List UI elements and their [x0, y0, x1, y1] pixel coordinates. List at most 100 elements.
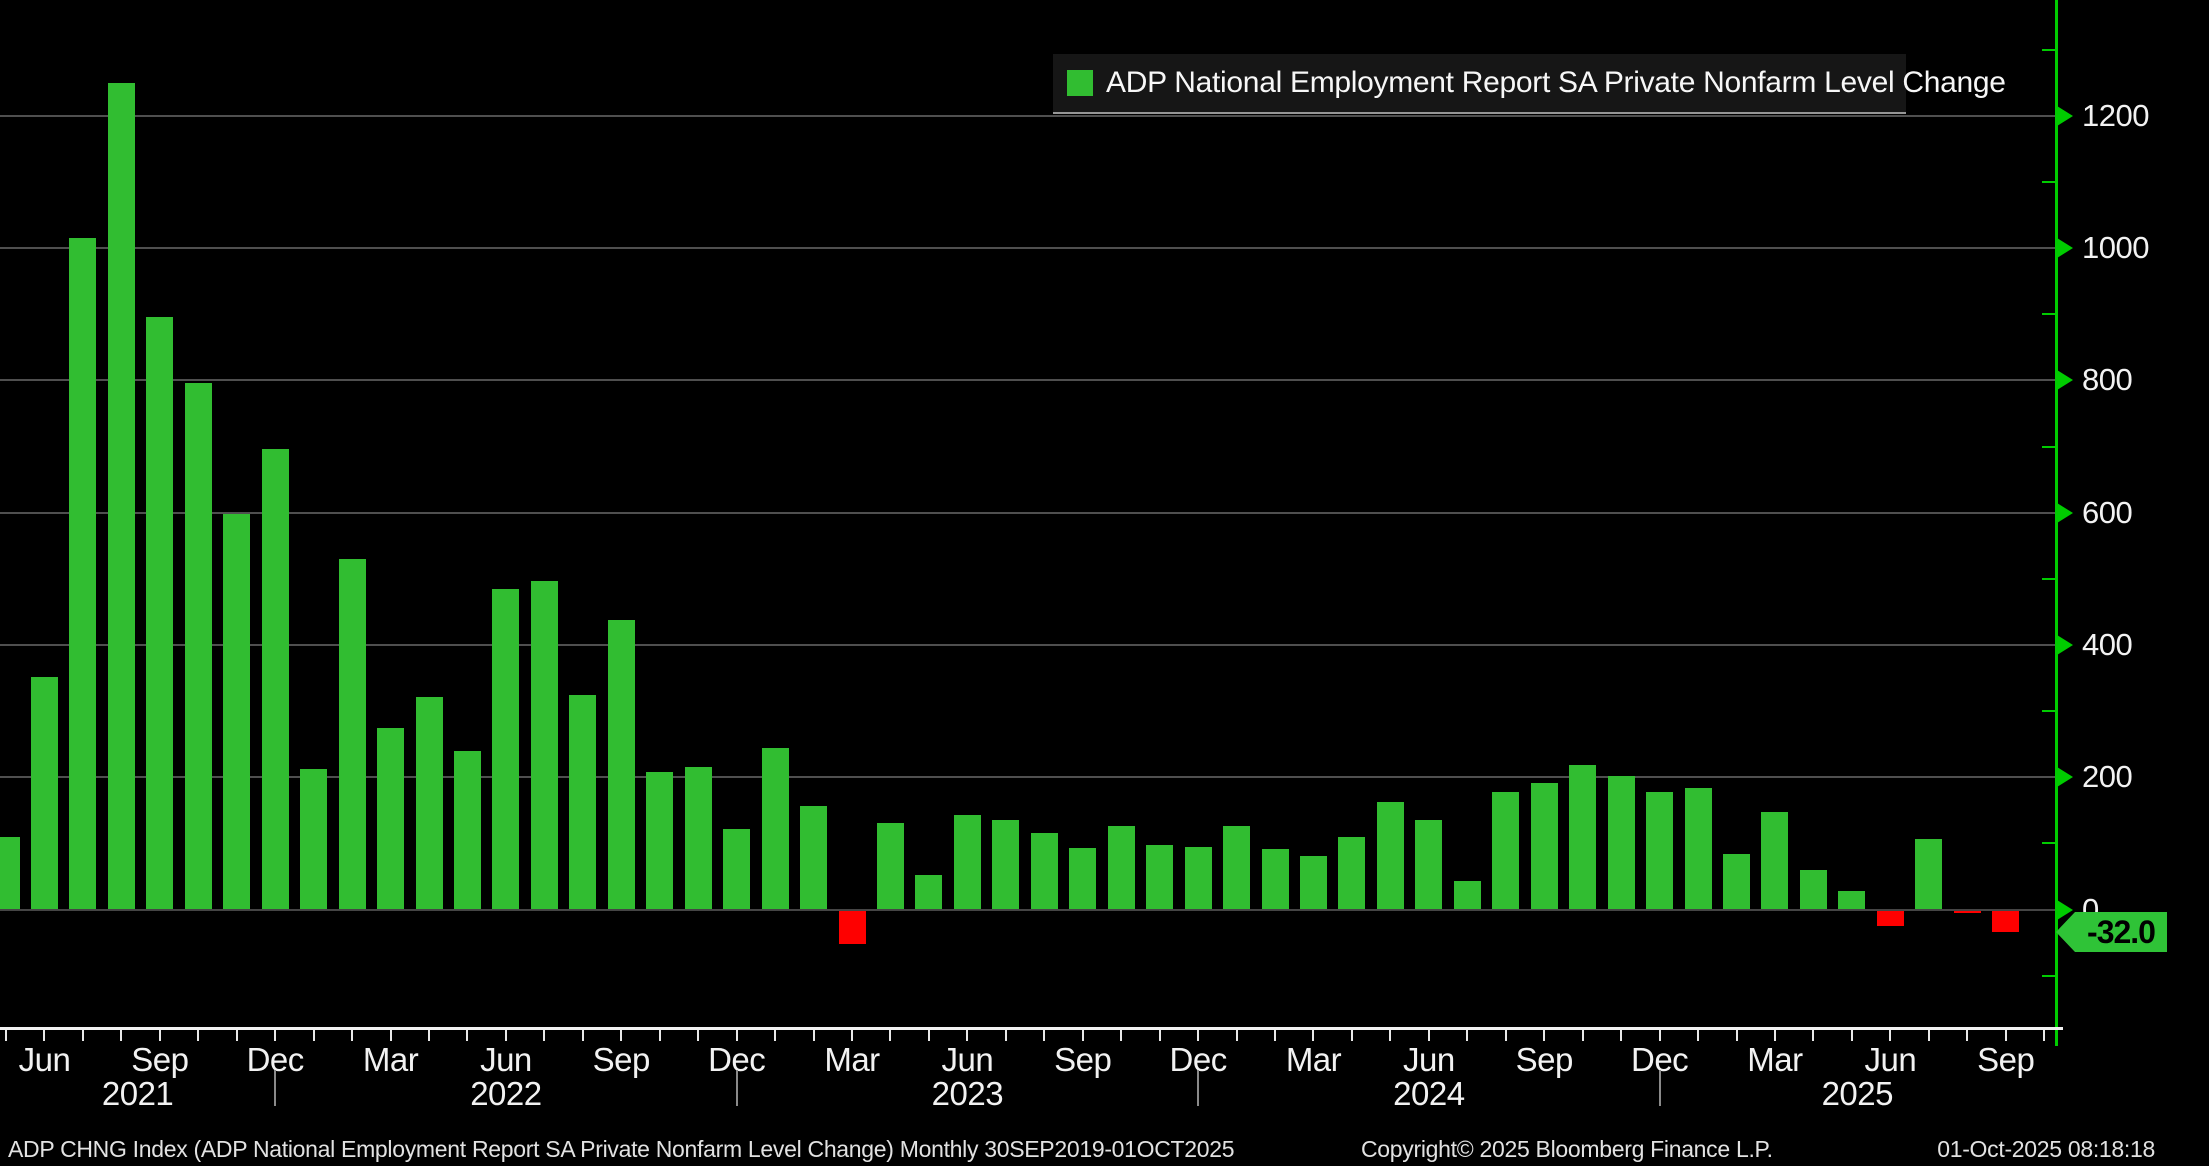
footer-timestamp: 01-Oct-2025 08:18:18	[1937, 1136, 2155, 1162]
x-axis-tick	[1235, 1030, 1238, 1041]
bar-Aug-2023	[1030, 832, 1058, 910]
gridline	[0, 776, 2055, 779]
x-axis-year-label: 2023	[931, 1075, 1004, 1112]
bar-May-2022	[453, 751, 481, 910]
chart-legend[interactable]: ADP National Employment Report SA Privat…	[1053, 54, 2006, 114]
bar-Dec-2023	[1184, 846, 1212, 910]
bar-Sep-2022	[607, 620, 635, 910]
gridline	[0, 643, 2055, 646]
bar-Jun-2025	[1876, 910, 1904, 926]
footer-copyright: Copyright© 2025 Bloomberg Finance L.P.	[1361, 1136, 1773, 1162]
x-axis-tick	[1581, 1030, 1584, 1041]
bar-Nov-2024	[1607, 775, 1635, 910]
x-axis-tick	[2004, 1030, 2007, 1041]
x-axis-month-label: Jun	[18, 1041, 71, 1078]
bar-Feb-2025	[1723, 853, 1750, 910]
y-axis-minor-tick	[2042, 710, 2055, 713]
bar-Sep-2024	[1530, 782, 1558, 910]
bar-Jun-2021	[30, 676, 58, 910]
last-value-text: -32.0	[2075, 912, 2167, 952]
y-axis-minor-tick	[2042, 313, 2055, 316]
x-axis-month-label: Mar	[824, 1041, 880, 1078]
x-axis-tick	[1658, 1030, 1661, 1041]
bar-Apr-2024	[1338, 836, 1366, 910]
x-axis-tick	[927, 1030, 930, 1041]
x-axis-tick	[1389, 1030, 1392, 1041]
bar-Jun-2023	[953, 814, 981, 910]
x-axis-month-label: Jun	[480, 1041, 532, 1078]
year-divider-line	[274, 1070, 277, 1106]
bar-Jan-2023	[761, 748, 789, 910]
year-divider-line	[1658, 1070, 1661, 1106]
bar-Nov-2021	[223, 513, 251, 910]
y-axis-minor-tick	[2042, 577, 2055, 580]
x-axis-tick	[1350, 1030, 1353, 1041]
gridline	[0, 511, 2055, 514]
x-axis-month-label: Mar	[1285, 1041, 1342, 1078]
x-axis-tick	[1889, 1030, 1892, 1041]
bar-Mar-2025	[1761, 812, 1789, 910]
bar-Sep-2023	[1069, 847, 1097, 910]
bar-Jul-2022	[530, 580, 558, 910]
x-axis-month-label: Mar	[1747, 1041, 1803, 1078]
x-axis-month-label: Mar	[362, 1041, 419, 1078]
x-axis-line	[0, 1027, 2063, 1030]
x-axis-tick	[658, 1030, 661, 1041]
footer-index-description: ADP CHNG Index (ADP National Employment …	[8, 1136, 1235, 1162]
x-axis-tick	[312, 1030, 315, 1041]
x-axis-tick	[889, 1030, 892, 1041]
x-axis-tick	[1427, 1030, 1430, 1041]
bar-Aug-2022	[569, 695, 597, 910]
y-axis-minor-tick	[2042, 974, 2055, 977]
legend-label: ADP National Employment Report SA Privat…	[1106, 66, 2006, 99]
x-axis-tick	[543, 1030, 546, 1041]
bar-May-2023	[915, 875, 943, 910]
bar-Dec-2021	[261, 449, 289, 910]
y-axis-label: 400	[2082, 626, 2133, 662]
x-axis-month-label: Jun	[1864, 1041, 1917, 1078]
bar-Oct-2022	[646, 771, 674, 910]
bar-Apr-2022	[415, 696, 443, 910]
y-axis-label: 1000	[2082, 230, 2149, 266]
x-axis-tick	[620, 1030, 623, 1041]
x-axis-tick	[1504, 1030, 1507, 1041]
x-axis-tick	[504, 1030, 507, 1041]
legend-swatch-icon	[1067, 70, 1093, 96]
y-axis-tick-arrow-icon	[2057, 767, 2073, 788]
bar-May-2024	[1376, 801, 1404, 910]
bar-Nov-2023	[1146, 845, 1174, 910]
x-axis-tick	[1850, 1030, 1853, 1041]
bar-Jan-2024	[1223, 825, 1251, 910]
x-axis-month-label: Sep	[1054, 1041, 1112, 1078]
x-axis-tick	[197, 1030, 200, 1041]
bar-Jan-2022	[300, 768, 328, 910]
bar-Jul-2025	[1915, 839, 1943, 910]
x-axis-tick	[1004, 1030, 1007, 1041]
x-axis-tick	[1081, 1030, 1084, 1041]
bar-Oct-2023	[1107, 826, 1135, 910]
y-axis-tick-arrow-icon	[2057, 502, 2073, 523]
x-axis-tick	[966, 1030, 969, 1041]
x-axis-tick	[1735, 1030, 1738, 1041]
x-axis-tick	[1312, 1030, 1315, 1041]
bar-Apr-2025	[1799, 869, 1827, 910]
x-axis-tick	[120, 1030, 123, 1041]
x-axis-tick	[1466, 1030, 1469, 1041]
y-axis-minor-tick	[2042, 445, 2055, 448]
x-axis-tick	[1274, 1030, 1277, 1041]
bar-Sep-2025	[1992, 910, 2020, 932]
x-axis-tick	[1697, 1030, 1700, 1041]
x-axis-tick	[812, 1030, 815, 1041]
x-axis-tick	[274, 1030, 277, 1041]
x-axis-tick	[1927, 1030, 1930, 1041]
x-axis-tick	[1197, 1030, 1200, 1041]
x-axis-month-label: Jun	[1403, 1041, 1455, 1078]
x-axis-tick	[735, 1030, 738, 1041]
x-axis-month-label: Jun	[941, 1041, 994, 1078]
gridline	[0, 247, 2055, 250]
bar-Aug-2021	[107, 82, 135, 910]
bar-Apr-2023	[876, 822, 904, 910]
y-axis-label: 600	[2082, 494, 2133, 530]
x-axis-tick	[158, 1030, 161, 1041]
